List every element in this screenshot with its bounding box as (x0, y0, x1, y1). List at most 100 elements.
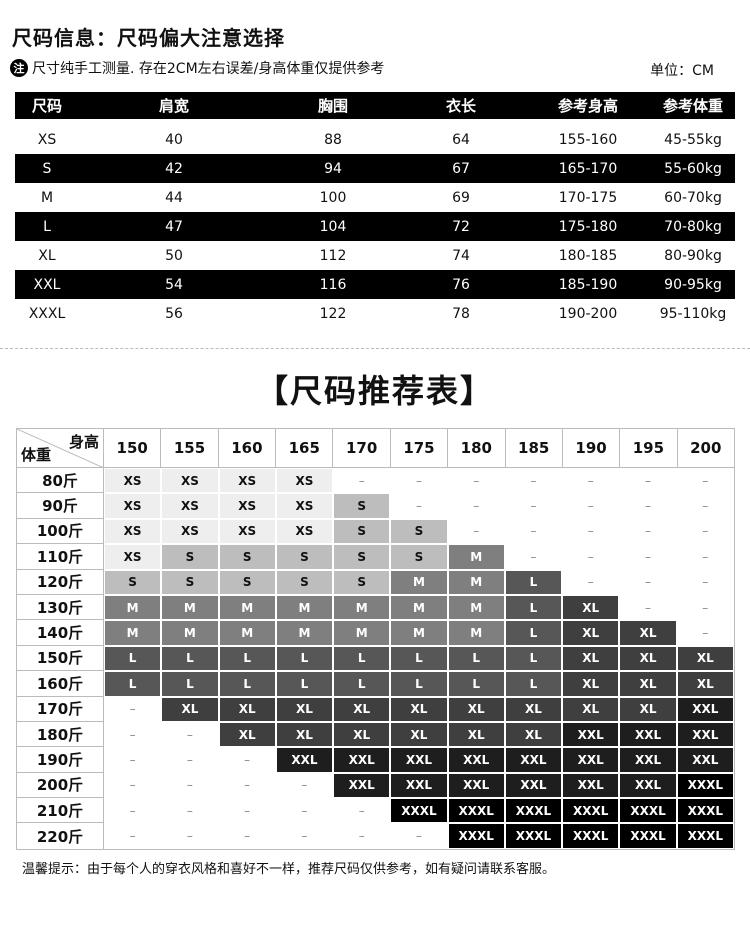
size-cell: XL (448, 697, 504, 721)
weight-label: 120斤 (17, 569, 104, 595)
height-header-165: 165 (276, 429, 334, 467)
size-cell: M (448, 570, 504, 594)
size-cell: XL (563, 672, 619, 696)
note-text: 尺寸纯手工测量. 存在2CM左右误差/身高体重仅提供参考 (32, 61, 385, 77)
size-cell: M (391, 621, 447, 645)
size-cell: – (358, 803, 365, 818)
header-cell: 尺码 (31, 97, 62, 115)
size-table-cell: 190-200 (558, 305, 618, 322)
weight-label: 110斤 (17, 544, 104, 570)
size-table-cell: 64 (452, 131, 470, 148)
size-cell: M (334, 595, 390, 620)
size-cell: XXL (391, 773, 447, 798)
size-cell: – (186, 829, 193, 844)
size-cell: XXXL (505, 824, 562, 848)
size-cell: XXXL (505, 799, 562, 823)
size-cell: XL (391, 697, 447, 721)
size-cell: XL (276, 697, 333, 721)
size-table-cell: 69 (452, 189, 470, 206)
size-cell: – (530, 549, 537, 564)
size-cell: M (391, 570, 447, 594)
size-cell: XL (620, 697, 676, 721)
size-cell: – (530, 499, 537, 514)
grid-row: 150斤 L L L L L L L L XL XL XL (17, 645, 734, 672)
size-cell: XXL (276, 748, 333, 772)
size-table-cell: 50 (165, 247, 183, 264)
size-cell: L (219, 672, 275, 696)
size-cell: XL (563, 646, 619, 671)
size-cell: XL (276, 722, 333, 747)
size-cell: – (186, 752, 193, 767)
size-cell: M (448, 621, 504, 645)
size-cell: – (587, 549, 594, 564)
size-cell: – (301, 778, 308, 793)
size-cell: L (162, 646, 218, 671)
size-cell: XL (505, 722, 562, 747)
size-cell: M (448, 595, 504, 620)
size-cell: L (391, 672, 447, 696)
size-cell: XS (105, 469, 161, 493)
size-cell: XXL (620, 773, 676, 798)
size-cell: S (219, 545, 275, 569)
size-cell: L (448, 646, 504, 671)
size-cell: XL (677, 672, 733, 696)
corner-height-label: 身高 (68, 433, 99, 451)
measurement-note: 注 尺寸纯手工测量. 存在2CM左右误差/身高体重仅提供参考 (10, 58, 384, 78)
size-table-cell: 47 (165, 218, 183, 235)
size-cell: S (219, 570, 275, 594)
size-cell: XXXL (448, 824, 504, 848)
size-cell: – (129, 829, 136, 844)
size-cell: – (645, 600, 652, 615)
size-cell: XXXL (620, 799, 676, 823)
size-cell: – (702, 600, 709, 615)
size-cell: L (448, 672, 504, 696)
size-cell: XXL (620, 748, 676, 772)
size-table-cell: 72 (452, 218, 470, 235)
size-table-cell: 76 (452, 276, 470, 293)
size-table-cell: XXXL (28, 305, 66, 322)
size-cell: XXL (505, 748, 562, 772)
divider (0, 348, 750, 349)
size-cell: – (645, 524, 652, 539)
size-cell: XS (219, 519, 275, 544)
grid-row: 220斤 – – – – – – XXXL XXXL XXXL XXXL XXXL (17, 823, 734, 849)
diagonal-line (17, 429, 103, 467)
size-cell: XXL (620, 722, 676, 747)
size-cell: – (301, 829, 308, 844)
size-cell: S (334, 545, 390, 569)
size-cell: – (301, 803, 308, 818)
size-table-cell: 56 (165, 305, 183, 322)
unit-label: 单位：CM (650, 63, 714, 79)
grid-row: 90斤 XS XS XS XS S – – – – – – (17, 493, 734, 519)
height-header-195: 195 (620, 429, 678, 467)
size-cell: L (219, 646, 275, 671)
size-cell: XXXL (563, 799, 619, 823)
size-cell: – (702, 626, 709, 641)
size-cell: XS (162, 494, 218, 518)
size-cell: XL (620, 672, 676, 696)
corner-cell: 身高 体重 (17, 429, 104, 467)
grid-row: 80斤 XS XS XS XS – – – – – – – (17, 468, 734, 494)
size-cell: – (587, 473, 594, 488)
height-header-160: 160 (219, 429, 277, 467)
size-cell: XL (620, 621, 676, 645)
weight-label: 210斤 (17, 798, 104, 824)
size-cell: L (105, 672, 161, 696)
size-cell: L (505, 570, 562, 594)
size-cell: M (334, 621, 390, 645)
header-cell: 参考身高 (557, 97, 618, 115)
size-cell: M (448, 545, 504, 569)
size-cell: – (702, 499, 709, 514)
size-table-cell: 40 (165, 131, 183, 148)
size-cell: L (505, 595, 562, 620)
size-cell: M (219, 595, 275, 620)
size-cell: XL (219, 697, 275, 721)
size-cell: – (702, 524, 709, 539)
size-cell: XL (334, 722, 390, 747)
size-cell: – (473, 499, 480, 514)
size-table-cell: 94 (324, 160, 342, 177)
page-title: 尺码信息：尺码偏大注意选择 (12, 26, 285, 50)
size-table-cell: 45-55kg (664, 131, 722, 148)
size-cell: – (702, 549, 709, 564)
size-cell: XXL (677, 697, 733, 721)
